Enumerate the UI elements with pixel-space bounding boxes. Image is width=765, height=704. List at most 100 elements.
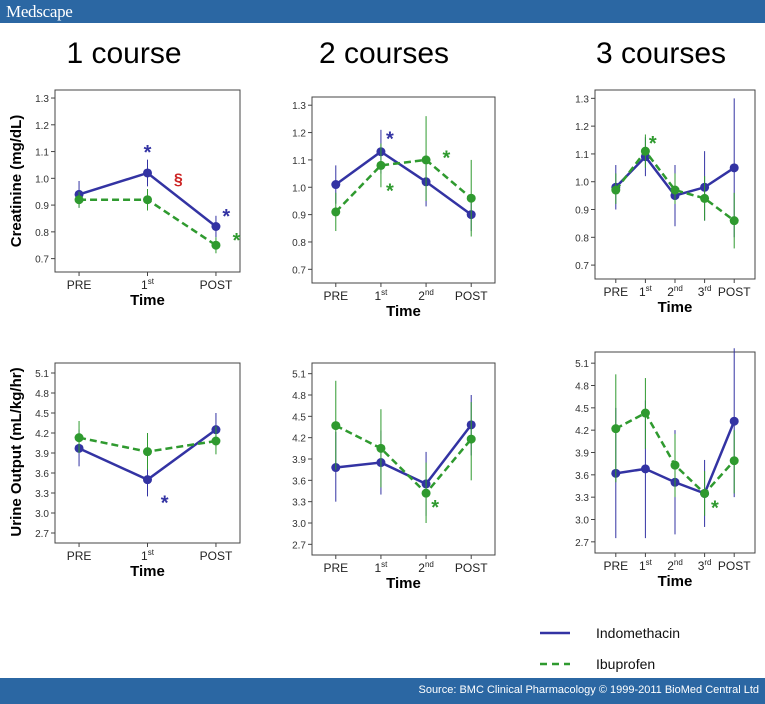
y-tick-label: 0.8	[292, 238, 306, 249]
y-tick-label: 5.1	[292, 370, 306, 381]
ibuprofen-point	[729, 216, 739, 226]
y-tick-label: 1.2	[292, 129, 306, 140]
y-axis-title-2: Urine Output (mL/kg/hr)	[8, 367, 25, 536]
ibuprofen-point	[331, 207, 341, 217]
y-tick-label: 3.9	[35, 449, 49, 460]
ibuprofen-point	[611, 424, 621, 434]
column-title-2: 2 courses	[319, 37, 449, 70]
significance-asterisk: *	[431, 497, 439, 519]
significance-asterisk: *	[386, 180, 394, 202]
x-tick-label: 2nd	[418, 560, 434, 575]
indomethacin-point	[211, 222, 221, 231]
y-tick-label: 0.9	[575, 206, 589, 217]
y-tick-label: 3.9	[575, 449, 589, 460]
y-tick-label: 3.3	[292, 498, 306, 509]
indomethacin-point	[729, 416, 739, 426]
y-tick-label: 2.7	[575, 538, 589, 549]
x-tick-label: PRE	[603, 559, 628, 573]
chart-canvas: 1 course 2 courses 3 courses Creatinine (mg…	[8, 37, 756, 672]
y-tick-label: 2.7	[35, 529, 49, 540]
significance-asterisk: *	[386, 128, 394, 150]
y-tick-label: 3.0	[575, 516, 589, 527]
y-axis-title-1: Creatinine (mg/dL)	[8, 115, 25, 248]
ibuprofen-point	[211, 436, 221, 446]
ibuprofen-point	[376, 160, 386, 170]
chart-panel-4: 2.7 3.0 3.3 3.6 3.9 4.2 4.5 4.8 5.1 PRE 1st POST Tim…	[35, 362, 241, 580]
x-axis-title: Time	[658, 573, 693, 590]
ibuprofen-point	[670, 185, 680, 195]
x-tick-label: PRE	[323, 561, 348, 575]
y-tick-label: 1.3	[575, 94, 589, 105]
x-tick-label: POST	[200, 278, 233, 292]
y-tick-label: 0.9	[292, 211, 306, 222]
y-tick-label: 1.2	[35, 121, 49, 132]
significance-asterisk: *	[222, 206, 230, 228]
ibuprofen-point	[143, 447, 152, 457]
y-tick-label: 3.0	[292, 519, 306, 530]
ibuprofen-point	[74, 195, 84, 205]
x-axis-title: Time	[386, 303, 421, 320]
x-tick-label: 1st	[141, 548, 155, 563]
ibuprofen-point	[143, 195, 152, 205]
y-tick-label: 1.1	[292, 156, 306, 167]
y-tick-label: 0.7	[575, 261, 589, 272]
significance-asterisk: *	[233, 230, 241, 252]
ibuprofen-point	[376, 443, 386, 453]
section-mark: §	[174, 171, 183, 188]
source-credit: Source: BMC Clinical Pharmacology © 1999…	[418, 684, 759, 696]
ibuprofen-point	[421, 488, 431, 498]
x-axis-title: Time	[658, 299, 693, 316]
y-tick-label: 2.7	[292, 540, 306, 551]
indomethacin-point	[143, 168, 152, 178]
y-tick-label: 1.2	[575, 122, 589, 133]
y-tick-label: 3.0	[35, 509, 49, 520]
y-tick-label: 1.1	[35, 148, 49, 159]
y-tick-label: 4.2	[575, 426, 589, 437]
y-tick-label: 4.5	[292, 412, 306, 423]
x-axis-title: Time	[130, 292, 165, 309]
significance-asterisk: *	[442, 147, 450, 169]
plot-frame	[311, 96, 496, 284]
legend-label-ibuprofen: Ibuprofen	[596, 656, 655, 672]
y-tick-label: 4.8	[575, 382, 589, 393]
chart-panel-2: 0.7 0.8 0.9 1.0 1.1 1.2 1.3 PRE 1st 2nd POST Time * *…	[292, 96, 496, 320]
y-tick-label: 1.0	[575, 178, 589, 189]
indomethacin-line	[335, 424, 473, 486]
y-tick-label: 0.8	[575, 233, 589, 244]
indomethacin-point	[729, 163, 739, 173]
ibuprofen-point	[466, 193, 476, 203]
indomethacin-point	[143, 475, 152, 485]
ibuprofen-point	[466, 434, 476, 444]
legend-label-indomethacin: Indomethacin	[596, 625, 680, 641]
y-tick-label: 1.1	[575, 150, 589, 161]
column-title-3: 3 courses	[596, 37, 726, 70]
x-tick-label: 1st	[374, 288, 388, 303]
x-tick-label: 3rd	[698, 284, 712, 299]
x-tick-label: PRE	[67, 278, 92, 292]
x-axis-title: Time	[130, 563, 165, 580]
significance-asterisk: *	[649, 133, 657, 155]
y-tick-label: 0.7	[292, 265, 306, 276]
x-tick-label: 1st	[141, 277, 155, 292]
y-tick-label: 5.1	[35, 369, 49, 380]
column-title-1: 1 course	[66, 37, 181, 70]
x-tick-label: 2nd	[667, 558, 683, 573]
x-tick-label: 1st	[639, 558, 653, 573]
x-tick-label: PRE	[603, 285, 628, 299]
x-tick-label: PRE	[323, 289, 348, 303]
significance-asterisk: *	[161, 493, 169, 515]
ibuprofen-point	[670, 460, 680, 470]
x-axis-title: Time	[386, 575, 421, 592]
indomethacin-point	[640, 464, 650, 474]
y-tick-label: 3.6	[292, 476, 306, 487]
y-tick-label: 1.3	[35, 94, 49, 105]
ibuprofen-point	[700, 488, 710, 498]
x-tick-label: 1st	[374, 560, 388, 575]
y-tick-label: 4.8	[35, 389, 49, 400]
ibuprofen-point	[700, 193, 710, 203]
x-tick-label: 3rd	[698, 558, 712, 573]
x-tick-label: PRE	[67, 549, 92, 563]
x-tick-label: 2nd	[418, 288, 434, 303]
chart-panel-5: 2.7 3.0 3.3 3.6 3.9 4.2 4.5 4.8 5.1 PRE 1st 2nd POST…	[292, 362, 496, 592]
